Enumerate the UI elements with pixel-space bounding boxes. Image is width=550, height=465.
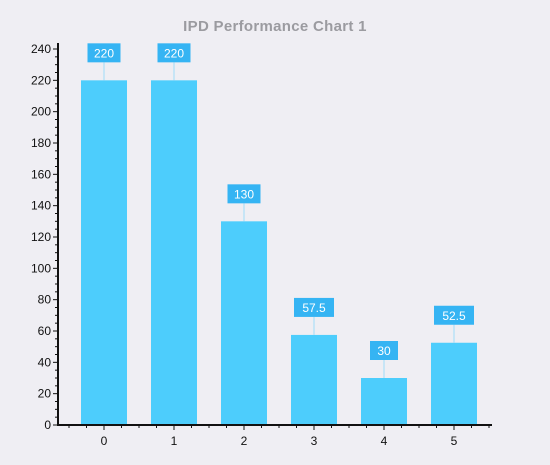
y-tick-label: 160 xyxy=(31,167,51,181)
y-tick-label: 40 xyxy=(38,355,52,369)
bar-5 xyxy=(431,342,477,425)
bar-1 xyxy=(151,80,197,425)
y-tick-label: 180 xyxy=(31,136,51,150)
x-tick-label: 1 xyxy=(171,434,178,448)
data-label-box xyxy=(87,43,121,63)
y-tick-label: 80 xyxy=(38,293,52,307)
data-label: 220 xyxy=(164,46,184,60)
data-label-box xyxy=(227,184,261,204)
y-tick-label: 120 xyxy=(31,230,51,244)
bar-3 xyxy=(291,334,337,425)
y-tick-label: 20 xyxy=(38,387,52,401)
y-tick-label: 220 xyxy=(31,73,51,87)
y-tick-label: 200 xyxy=(31,105,51,119)
data-label-box xyxy=(370,341,398,360)
data-label-box xyxy=(157,43,191,63)
data-label: 220 xyxy=(94,46,114,60)
bar-0 xyxy=(81,80,127,425)
x-tick-label: 4 xyxy=(381,434,388,448)
x-tick-label: 0 xyxy=(101,434,108,448)
y-tick-label: 240 xyxy=(31,42,51,56)
x-tick-label: 2 xyxy=(241,434,248,448)
y-tick-label: 60 xyxy=(38,324,52,338)
bar-2 xyxy=(221,221,267,425)
x-tick-label: 5 xyxy=(451,434,458,448)
y-tick-label: 140 xyxy=(31,199,51,213)
chart-title: IPD Performance Chart 1 xyxy=(183,18,367,35)
data-label: 30 xyxy=(377,344,391,358)
data-label-box xyxy=(294,297,334,317)
data-label: 57.5 xyxy=(302,301,326,315)
x-tick-label: 3 xyxy=(311,434,318,448)
axes-group: 0 20 40 60 80 100 120 140 160 180 200 220 240 0 1 2 3 4 5 xyxy=(31,42,492,448)
y-tick-label: 100 xyxy=(31,261,51,275)
bar-4 xyxy=(361,378,407,425)
data-label-box xyxy=(434,305,474,325)
bars-group xyxy=(81,80,477,425)
data-label: 52.5 xyxy=(442,309,466,323)
y-tick-label: 0 xyxy=(44,418,51,432)
data-label: 130 xyxy=(234,187,254,201)
data-labels-group: 220 220 130 57.5 30 52.5 xyxy=(87,43,474,378)
